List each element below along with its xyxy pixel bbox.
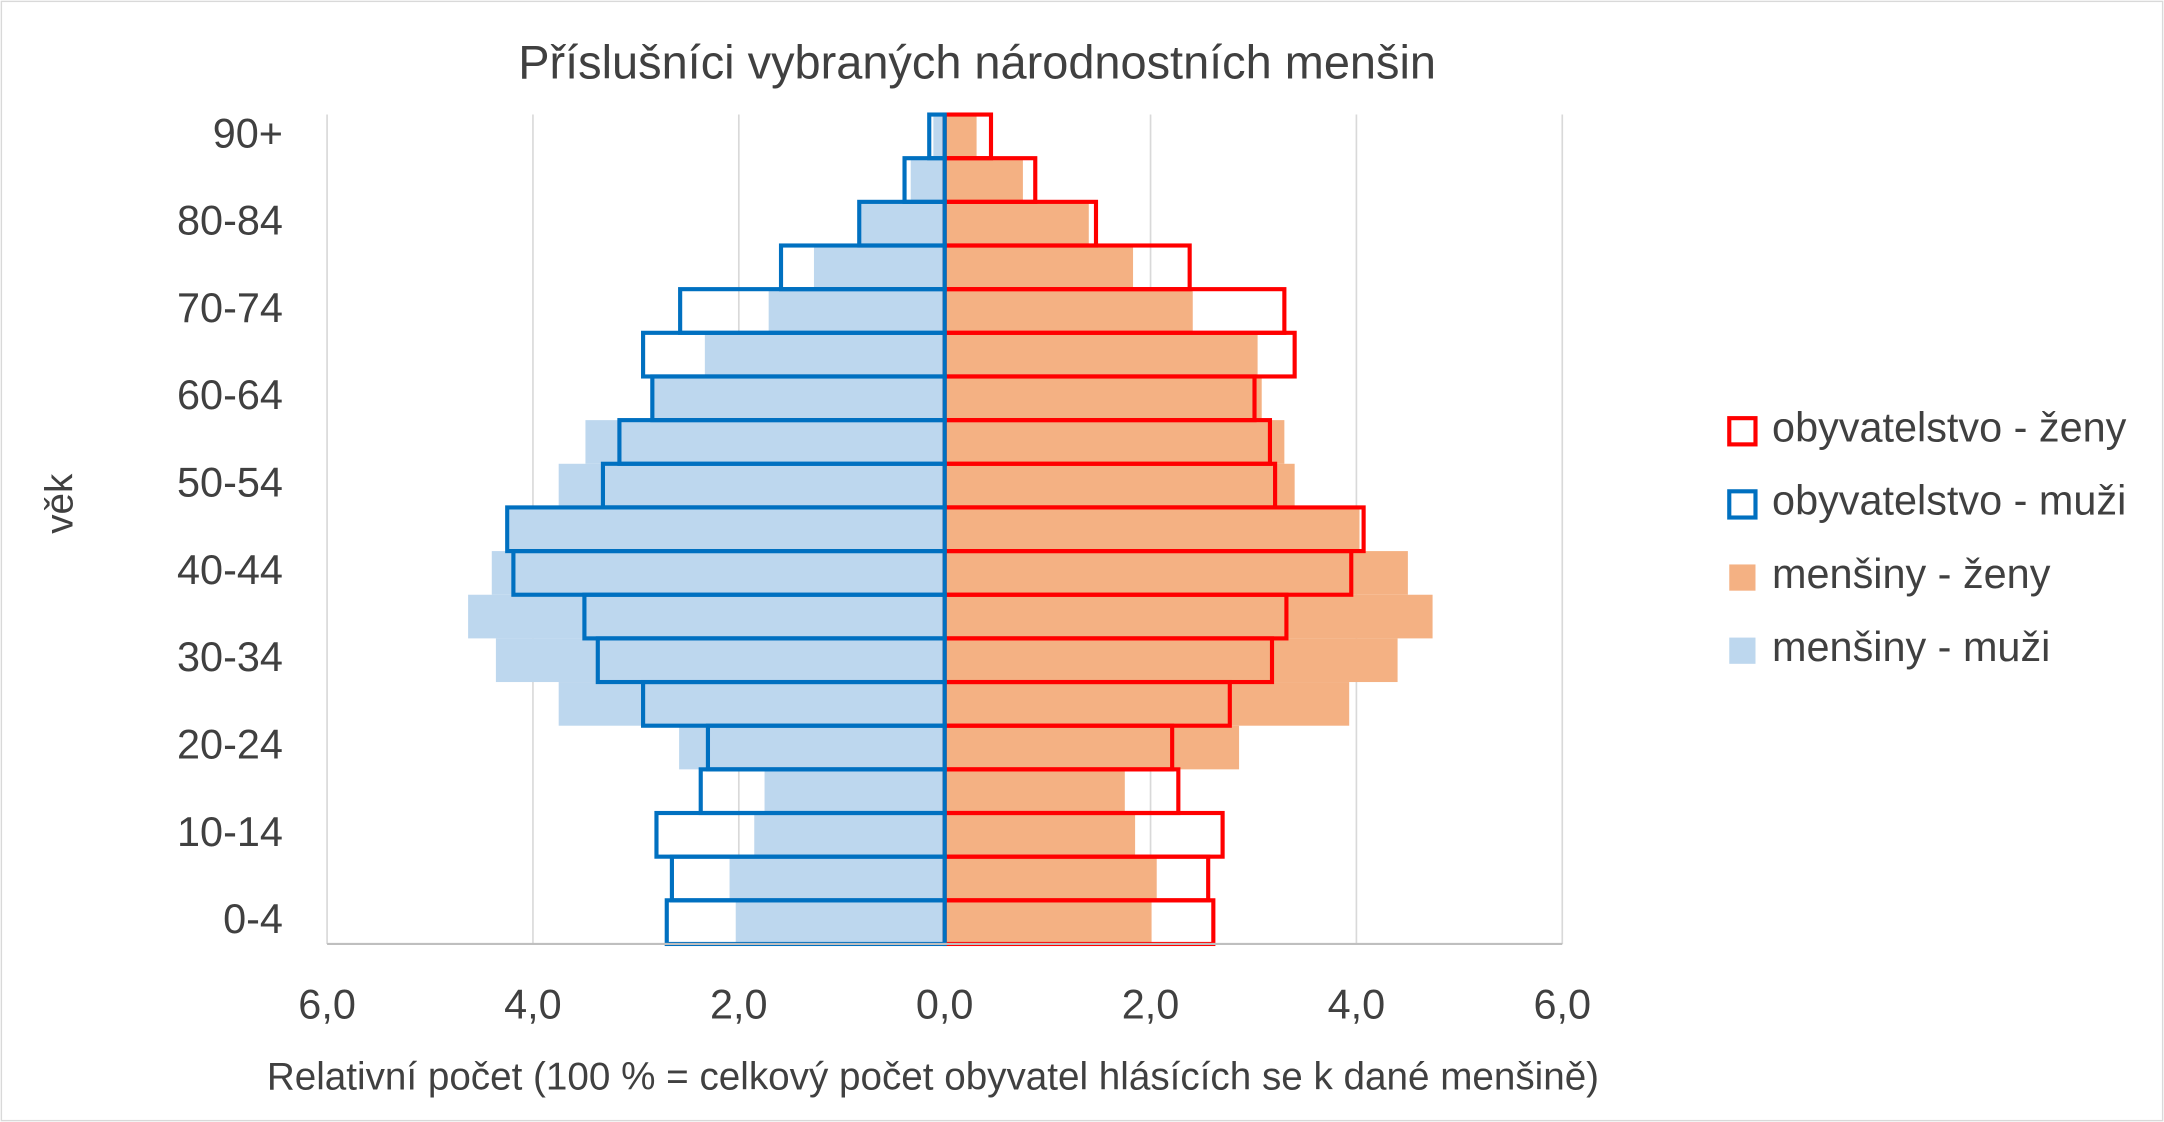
- bar: [754, 813, 945, 857]
- legend-label: obyvatelstvo - ženy: [1772, 405, 2127, 451]
- y-tick-label: 50-54: [177, 460, 283, 506]
- bar: [944, 158, 1023, 202]
- bar: [944, 638, 1398, 683]
- y-tick-label: 10-14: [177, 809, 283, 855]
- y-tick-label: 40-44: [177, 547, 283, 593]
- bar: [944, 769, 1125, 814]
- bar: [944, 900, 1152, 944]
- y-tick-label: 60-64: [177, 372, 283, 418]
- x-tick-label: 2,0: [710, 981, 768, 1027]
- y-tick-label: 20-24: [177, 721, 283, 767]
- bar: [944, 682, 1350, 726]
- bar: [944, 725, 1240, 770]
- x-tick-label: 2,0: [1122, 981, 1180, 1027]
- bar: [491, 551, 945, 595]
- bar: [813, 245, 945, 290]
- bar: [857, 199, 947, 248]
- legend-label: menšiny - ženy: [1772, 551, 2051, 597]
- x-axis-label: Relativní počet (100 % = celkový počet o…: [267, 1055, 1599, 1098]
- legend-swatch: [1729, 637, 1756, 664]
- bar: [495, 638, 945, 683]
- bar: [944, 813, 1136, 857]
- legend-label: obyvatelstvo - muži: [1772, 478, 2126, 524]
- y-tick-label: 70-74: [177, 285, 283, 331]
- bar: [910, 158, 945, 202]
- bar: [585, 420, 945, 464]
- bar: [944, 463, 1295, 508]
- bar: [768, 289, 945, 333]
- x-tick-label: 6,0: [1534, 981, 1592, 1027]
- y-axis-label: věk: [38, 473, 81, 534]
- bar: [679, 725, 945, 770]
- y-tick-label: 90+: [213, 110, 283, 156]
- x-tick-label: 4,0: [1328, 981, 1386, 1027]
- bar: [764, 769, 945, 814]
- bar: [650, 376, 945, 421]
- x-tick-label: 4,0: [504, 981, 562, 1027]
- bar: [944, 420, 1285, 464]
- y-tick-label: 80-84: [177, 198, 283, 244]
- bar: [735, 900, 945, 944]
- chart-title: Příslušníci vybraných národnostních menš…: [518, 37, 1436, 89]
- y-tick-label: 30-34: [177, 634, 283, 680]
- bar: [944, 594, 1433, 639]
- bar: [944, 507, 1360, 552]
- x-tick-label: 0,0: [916, 981, 974, 1027]
- bar: [944, 201, 1089, 246]
- bar: [704, 332, 945, 377]
- y-tick-label: 0-4: [223, 896, 283, 942]
- bar: [558, 682, 945, 726]
- legend-swatch: [1727, 416, 1758, 447]
- legend-swatch: [1729, 564, 1756, 591]
- bar: [902, 156, 947, 204]
- bar: [468, 594, 945, 639]
- bar: [509, 507, 945, 552]
- bar: [944, 289, 1193, 333]
- bar: [944, 551, 1408, 595]
- legend-label: menšiny - muži: [1772, 624, 2050, 670]
- legend-swatch: [1727, 489, 1758, 520]
- bar: [933, 114, 945, 159]
- bar: [944, 245, 1134, 290]
- bar: [944, 114, 977, 159]
- bar: [944, 856, 1157, 901]
- bar: [558, 463, 945, 508]
- x-tick-label: 6,0: [298, 981, 356, 1027]
- bar: [927, 112, 947, 161]
- bar: [944, 376, 1262, 421]
- bar: [944, 332, 1258, 377]
- bar: [729, 856, 945, 901]
- bar: [859, 201, 945, 246]
